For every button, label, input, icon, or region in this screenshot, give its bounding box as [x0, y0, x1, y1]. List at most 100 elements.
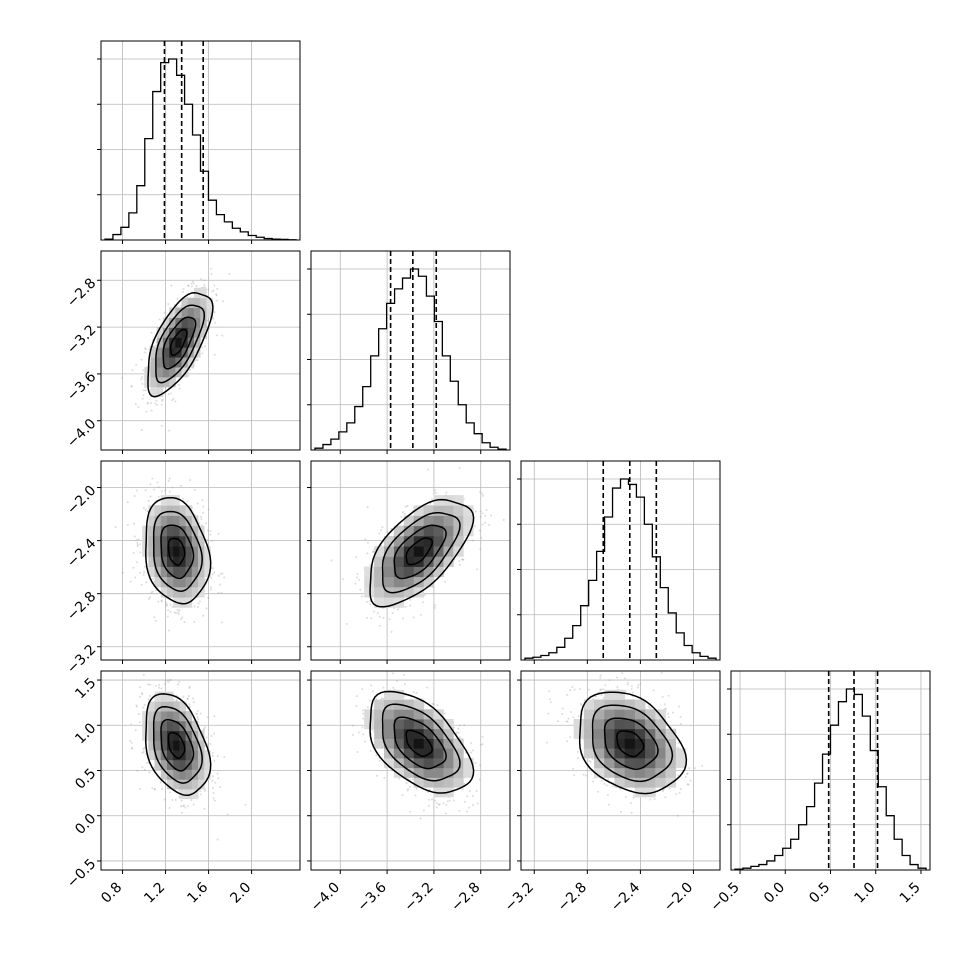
scatter-point — [427, 468, 429, 470]
scatter-point — [161, 599, 163, 601]
scatter-point — [188, 695, 190, 697]
density-cell — [167, 692, 174, 702]
density-cell — [155, 536, 162, 547]
density-cell — [157, 357, 164, 367]
scatter-point — [153, 489, 155, 491]
scatter-point — [375, 754, 377, 756]
scatter-point — [472, 540, 474, 542]
density-cells — [364, 690, 473, 798]
scatter-point — [481, 493, 483, 495]
scatter-point — [217, 592, 219, 594]
scatter-point — [379, 625, 381, 627]
density-cell — [186, 546, 193, 557]
scatter-point — [431, 498, 433, 500]
scatter-point — [480, 516, 482, 518]
density-cell — [384, 556, 394, 567]
scatter-point — [212, 752, 214, 754]
scatter-point — [115, 526, 117, 528]
scatter-point — [175, 612, 177, 614]
scatter-point — [151, 787, 153, 789]
density-cell — [155, 721, 162, 731]
density-cell — [142, 711, 149, 721]
scatter-point — [179, 388, 181, 390]
scatter-point — [221, 572, 223, 574]
density-cell — [364, 567, 374, 578]
scatter-point — [195, 285, 197, 287]
scatter-point — [149, 684, 151, 686]
density-cell — [414, 546, 424, 557]
scatter-point — [203, 728, 205, 730]
scatter-point — [187, 500, 189, 502]
scatter-point — [482, 736, 484, 738]
density-3-1 — [352, 660, 484, 819]
grid-1-1 — [311, 251, 510, 450]
scatter-point — [459, 736, 461, 738]
density-2-1 — [331, 467, 505, 633]
scatter-point — [472, 795, 474, 797]
scatter-point — [200, 712, 202, 714]
scatter-point — [217, 777, 219, 779]
scatter-point — [167, 681, 169, 683]
scatter-point — [210, 735, 212, 737]
scatter-point — [214, 354, 216, 356]
scatter-point — [482, 512, 484, 514]
scatter-point — [154, 402, 156, 404]
density-cell — [167, 505, 174, 516]
scatter-point — [472, 804, 474, 806]
scatter-point — [134, 495, 136, 497]
scatter-point — [217, 755, 219, 757]
scatter-point — [469, 790, 471, 792]
scatter-point — [193, 701, 195, 703]
scatter-point — [152, 578, 154, 580]
scatter-point — [140, 378, 142, 380]
scatter-point — [355, 556, 357, 558]
scatter-point — [362, 726, 364, 728]
scatter-point — [135, 539, 137, 541]
scatter-point — [169, 491, 171, 493]
scatter-point — [189, 686, 191, 688]
scatter-point — [436, 704, 438, 706]
scatter-point — [167, 679, 169, 681]
scatter-point — [475, 511, 477, 513]
density-cell — [434, 567, 444, 578]
scatter-point — [199, 790, 201, 792]
density-cell — [179, 597, 186, 608]
scatter-point — [192, 697, 194, 699]
scatter-point — [218, 533, 220, 535]
scatter-point — [464, 801, 466, 803]
scatter-point — [213, 797, 215, 799]
scatter-point — [174, 400, 176, 402]
scatter-point — [135, 729, 137, 731]
scatter-point — [143, 674, 145, 676]
scatter-point — [136, 770, 138, 772]
scatter-point — [207, 319, 209, 321]
scatter-point — [369, 564, 371, 566]
scatter-point — [366, 617, 368, 619]
density-cell — [374, 700, 384, 710]
scatter-point — [197, 718, 199, 720]
scatter-point — [426, 687, 428, 689]
density-cell — [167, 526, 174, 537]
density-cell — [173, 536, 180, 547]
density-cell — [186, 770, 193, 780]
scatter-point — [221, 335, 223, 337]
scatter-point — [165, 602, 167, 604]
scatter-point — [199, 600, 201, 602]
scatter-point — [155, 620, 157, 622]
scatter-point — [132, 567, 134, 569]
scatter-point — [463, 724, 465, 726]
scatter-point — [445, 804, 447, 806]
scatter-point — [149, 596, 151, 598]
scatter-point — [342, 578, 344, 580]
scatter-point — [207, 597, 209, 599]
density-cell — [173, 711, 180, 721]
density-cell — [404, 546, 414, 557]
scatter-point — [212, 318, 214, 320]
scatter-point — [364, 538, 366, 540]
scatter-point — [148, 771, 150, 773]
scatter-point — [168, 480, 170, 482]
scatter-point — [380, 529, 382, 531]
scatter-point — [401, 794, 403, 796]
scatter-point — [413, 616, 415, 618]
scatter-point — [145, 489, 147, 491]
